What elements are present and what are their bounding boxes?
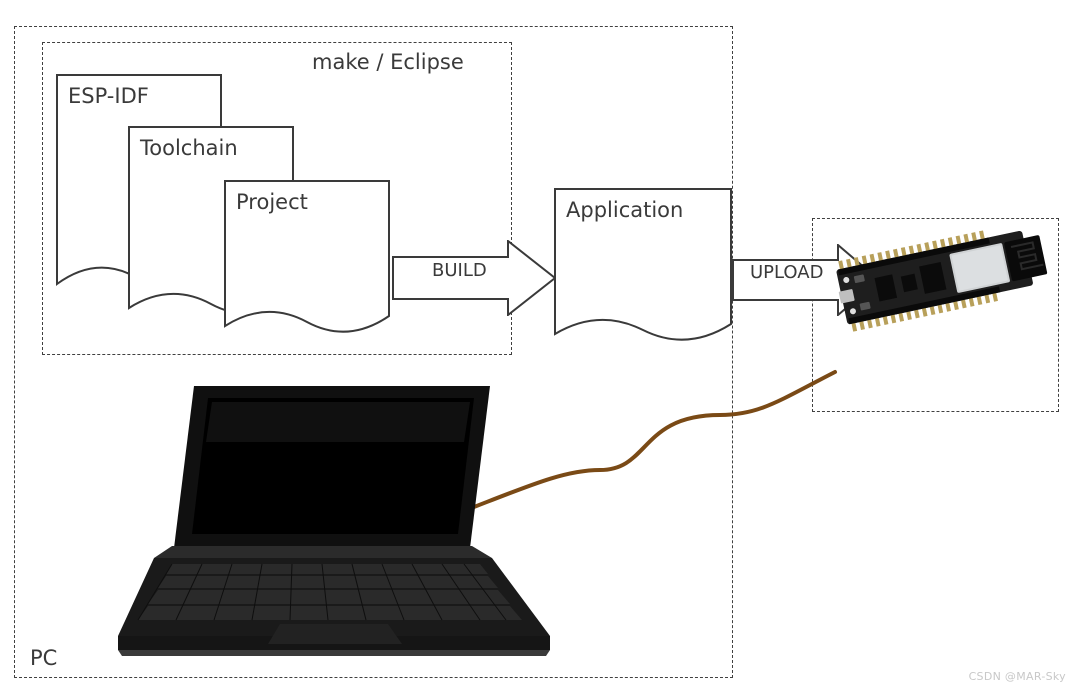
doc-application: Application <box>554 188 732 350</box>
doc-esp-idf-label: ESP-IDF <box>68 84 149 108</box>
pc-label: PC <box>30 646 57 670</box>
doc-toolchain-label: Toolchain <box>140 136 238 160</box>
make-eclipse-label: make / Eclipse <box>312 50 464 74</box>
build-arrow-label: BUILD <box>432 260 487 281</box>
laptop-image <box>112 378 552 660</box>
doc-application-label: Application <box>566 198 683 222</box>
upload-arrow-label: UPLOAD <box>750 262 823 283</box>
doc-project: Project <box>224 180 390 342</box>
watermark-text: CSDN @MAR-Sky <box>969 670 1066 683</box>
doc-project-label: Project <box>236 190 308 214</box>
